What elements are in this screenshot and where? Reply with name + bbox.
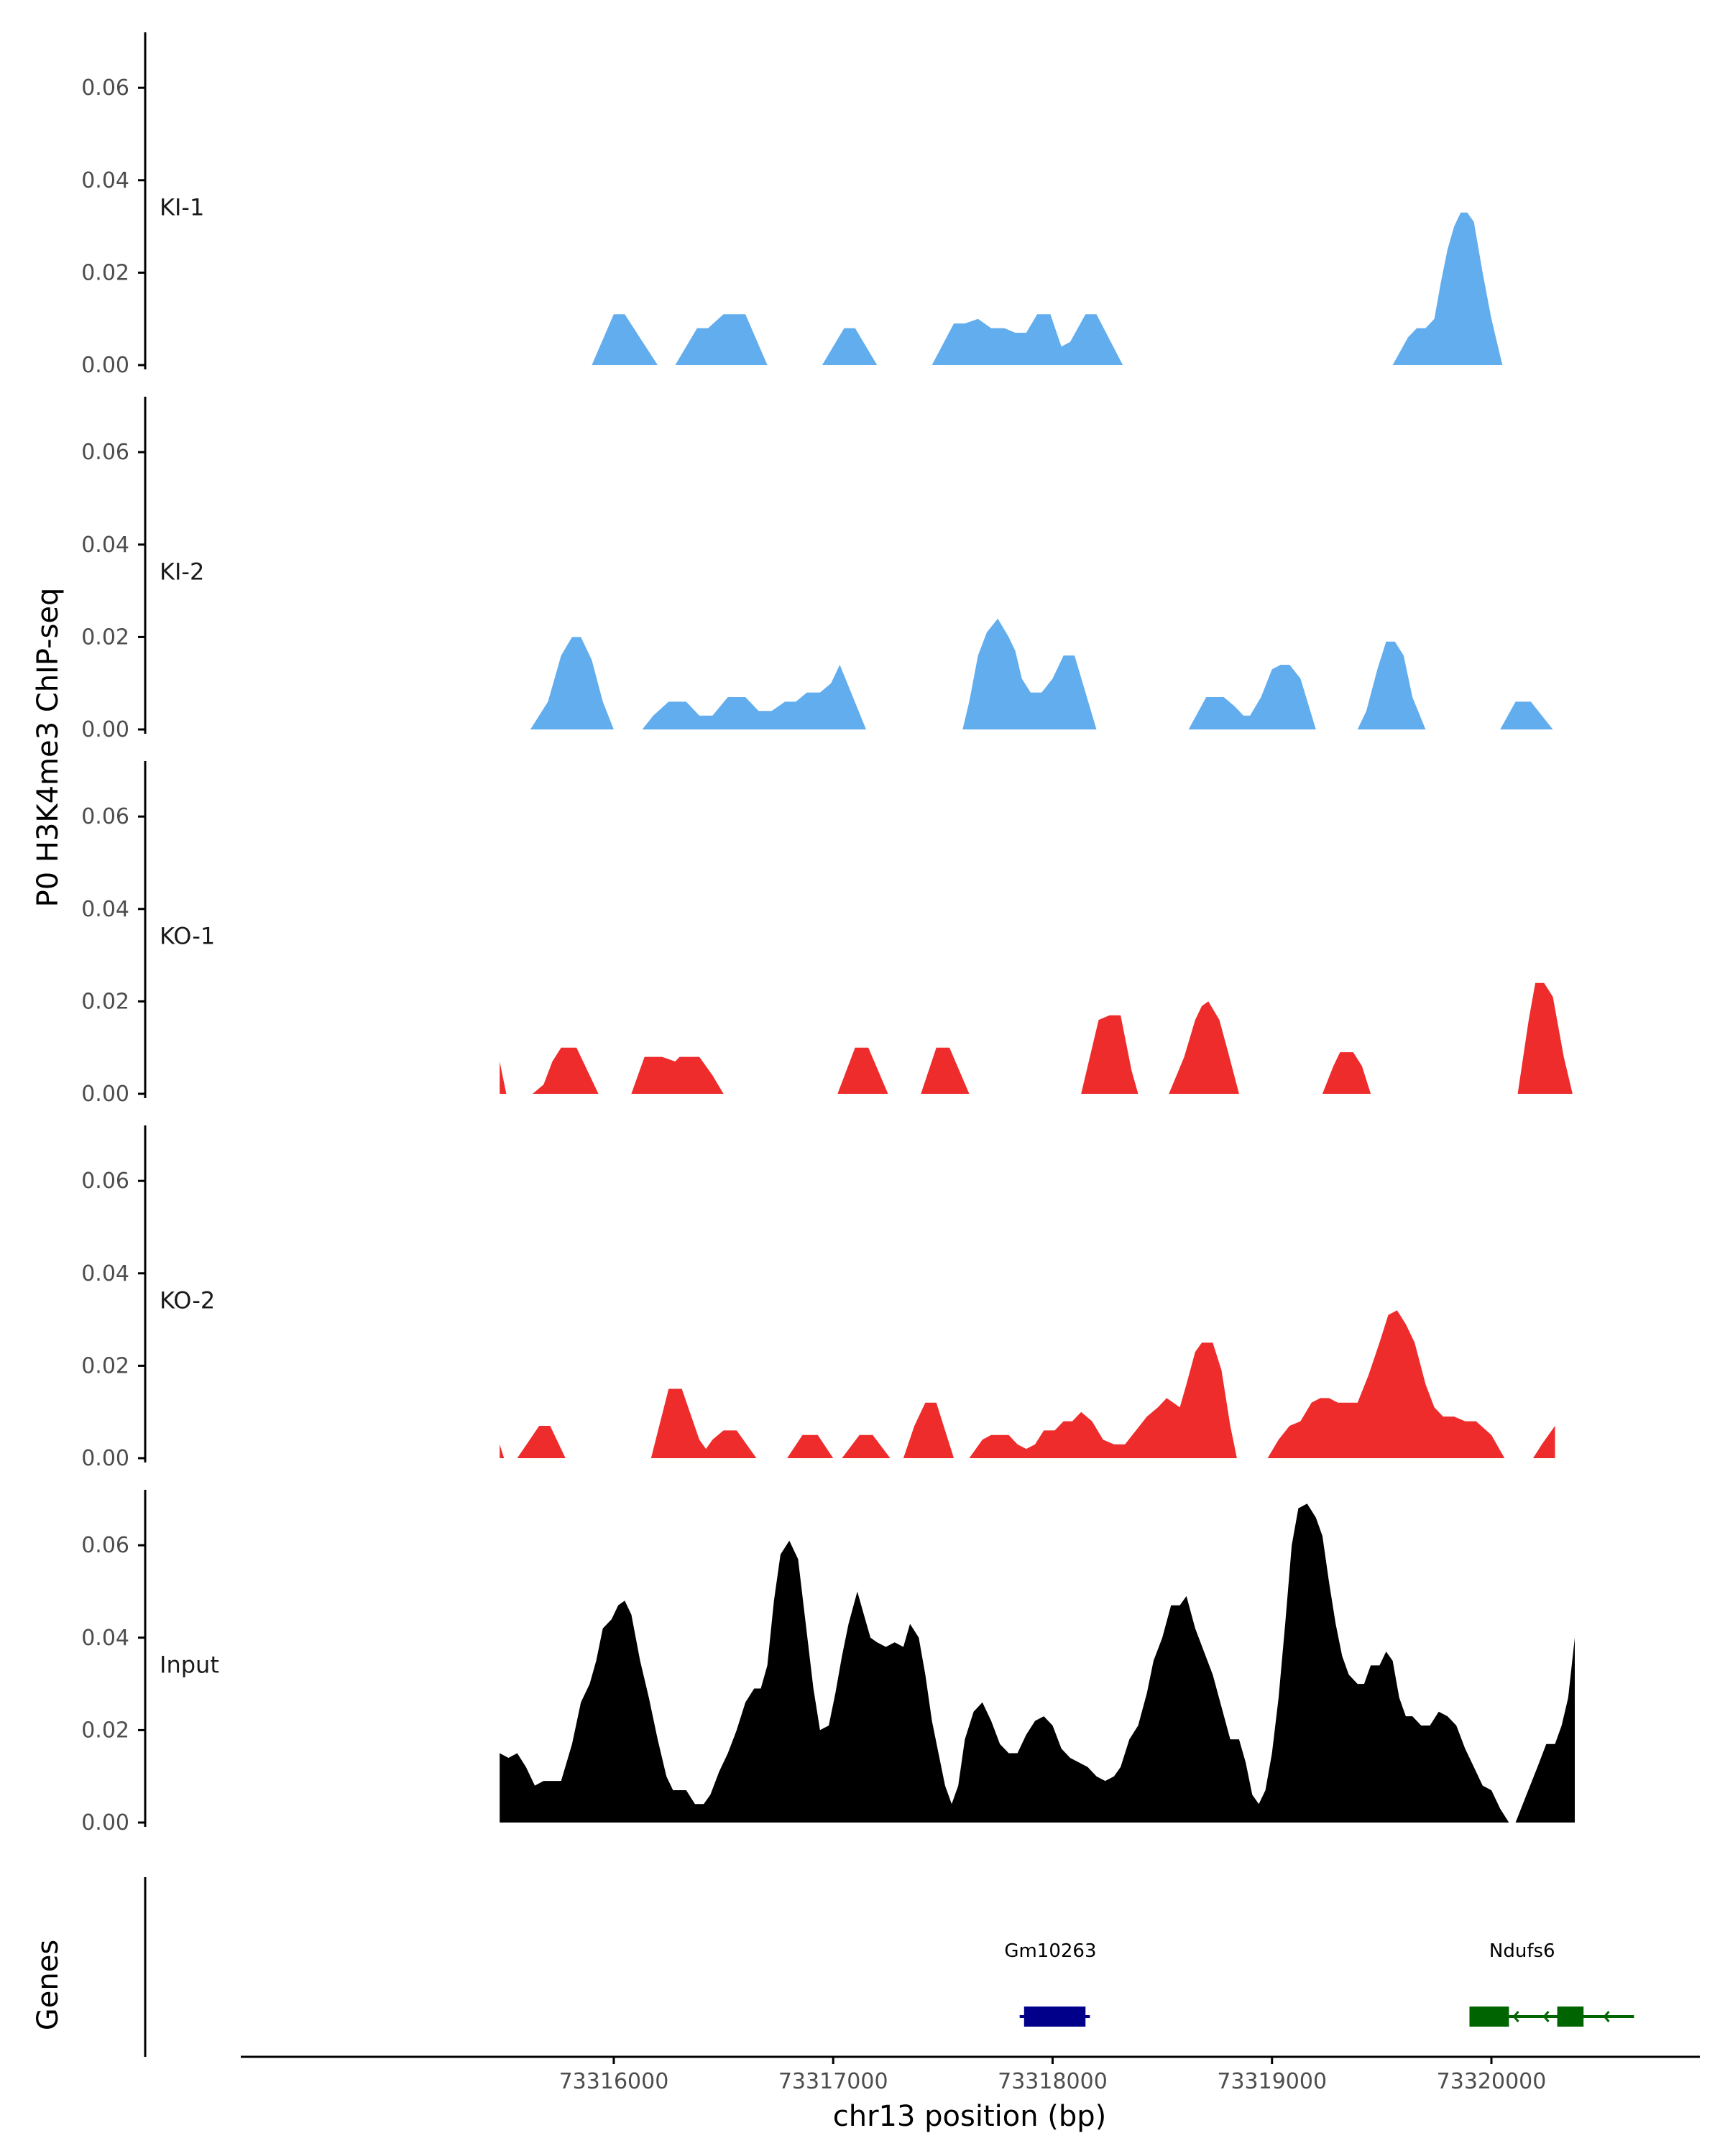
- area-ki-2: [530, 618, 1553, 729]
- exon: [1024, 2007, 1086, 2027]
- x-tick-label: 73316000: [559, 2069, 669, 2094]
- y-tick-label: 0.04: [81, 533, 129, 558]
- y-tick-label: 0.00: [81, 717, 129, 742]
- y-tick-label: 0.02: [81, 625, 129, 650]
- track-ko-1: 0.00 0.02 0.04 0.06 KO-1: [81, 761, 1573, 1107]
- area-ki-1: [592, 212, 1503, 365]
- y-tick-label: 0.00: [81, 1810, 129, 1835]
- genes-panel: Gm10263 Ndufs6: [144, 1877, 1634, 2057]
- area-ko-1: [500, 982, 1573, 1094]
- track-ko-2: 0.00 0.02 0.04 0.06 KO-2: [81, 1125, 1555, 1471]
- y-tick-label: 0.04: [81, 168, 129, 193]
- gene-label: Gm10263: [1004, 1940, 1096, 1962]
- track-input: 0.00 0.02 0.04 0.06 Input: [81, 1490, 1576, 1835]
- y-tick-label: 0.00: [81, 353, 129, 378]
- y-tick-label: 0.06: [81, 440, 129, 465]
- gene-gm10263: Gm10263: [1004, 1940, 1097, 2027]
- x-tick-label: 73320000: [1437, 2069, 1547, 2094]
- track-label: KO-1: [160, 922, 215, 949]
- area-ko-2: [500, 1310, 1555, 1458]
- x-axis-title: chr13 position (bp): [833, 2100, 1107, 2133]
- tracks-group: 0.00 0.02 0.04 0.06 KI-1 0.00 0.02 0.04 0.06 KI-2…: [81, 32, 1576, 1835]
- y-tick-label: 0.06: [81, 1169, 129, 1194]
- track-label: Input: [160, 1651, 219, 1678]
- strand-arrow: [1512, 2011, 1519, 2022]
- y-tick-label: 0.04: [81, 897, 129, 922]
- y-tick-label: 0.02: [81, 1353, 129, 1378]
- x-tick-label: 73318000: [998, 2069, 1108, 2094]
- strand-arrow: [1542, 2011, 1550, 2022]
- y-tick-label: 0.06: [81, 804, 129, 829]
- gene-ndufs6: Ndufs6: [1469, 1940, 1634, 2027]
- y-tick-label: 0.06: [81, 75, 129, 101]
- y-tick-label: 0.06: [81, 1533, 129, 1558]
- strand-arrow: [1603, 2011, 1610, 2022]
- track-label: KO-2: [160, 1286, 215, 1314]
- y-tick-label: 0.00: [81, 1446, 129, 1471]
- track-label: KI-1: [160, 193, 204, 221]
- y-axis-title: P0 H3K4me3 ChIP-seq: [32, 588, 65, 908]
- track-ki-2: 0.00 0.02 0.04 0.06 KI-2: [81, 397, 1553, 742]
- y-tick-label: 0.00: [81, 1082, 129, 1107]
- genes-axis-title: Genes: [32, 1940, 65, 2030]
- y-tick-label: 0.02: [81, 260, 129, 285]
- exon: [1557, 2007, 1584, 2027]
- y-tick-label: 0.02: [81, 989, 129, 1014]
- exon: [1469, 2007, 1509, 2027]
- x-tick-label: 73319000: [1217, 2069, 1327, 2094]
- x-axis: 73316000 73317000 73318000 73319000 73320000: [241, 2055, 1700, 2094]
- track-ki-1: 0.00 0.02 0.04 0.06 KI-1: [81, 32, 1503, 378]
- gene-label: Ndufs6: [1489, 1940, 1555, 1962]
- y-tick-label: 0.02: [81, 1718, 129, 1743]
- y-tick-label: 0.04: [81, 1261, 129, 1286]
- x-tick-label: 73317000: [778, 2069, 888, 2094]
- track-label: KI-2: [160, 558, 204, 585]
- area-input: [500, 1503, 1576, 1823]
- y-tick-label: 0.04: [81, 1626, 129, 1651]
